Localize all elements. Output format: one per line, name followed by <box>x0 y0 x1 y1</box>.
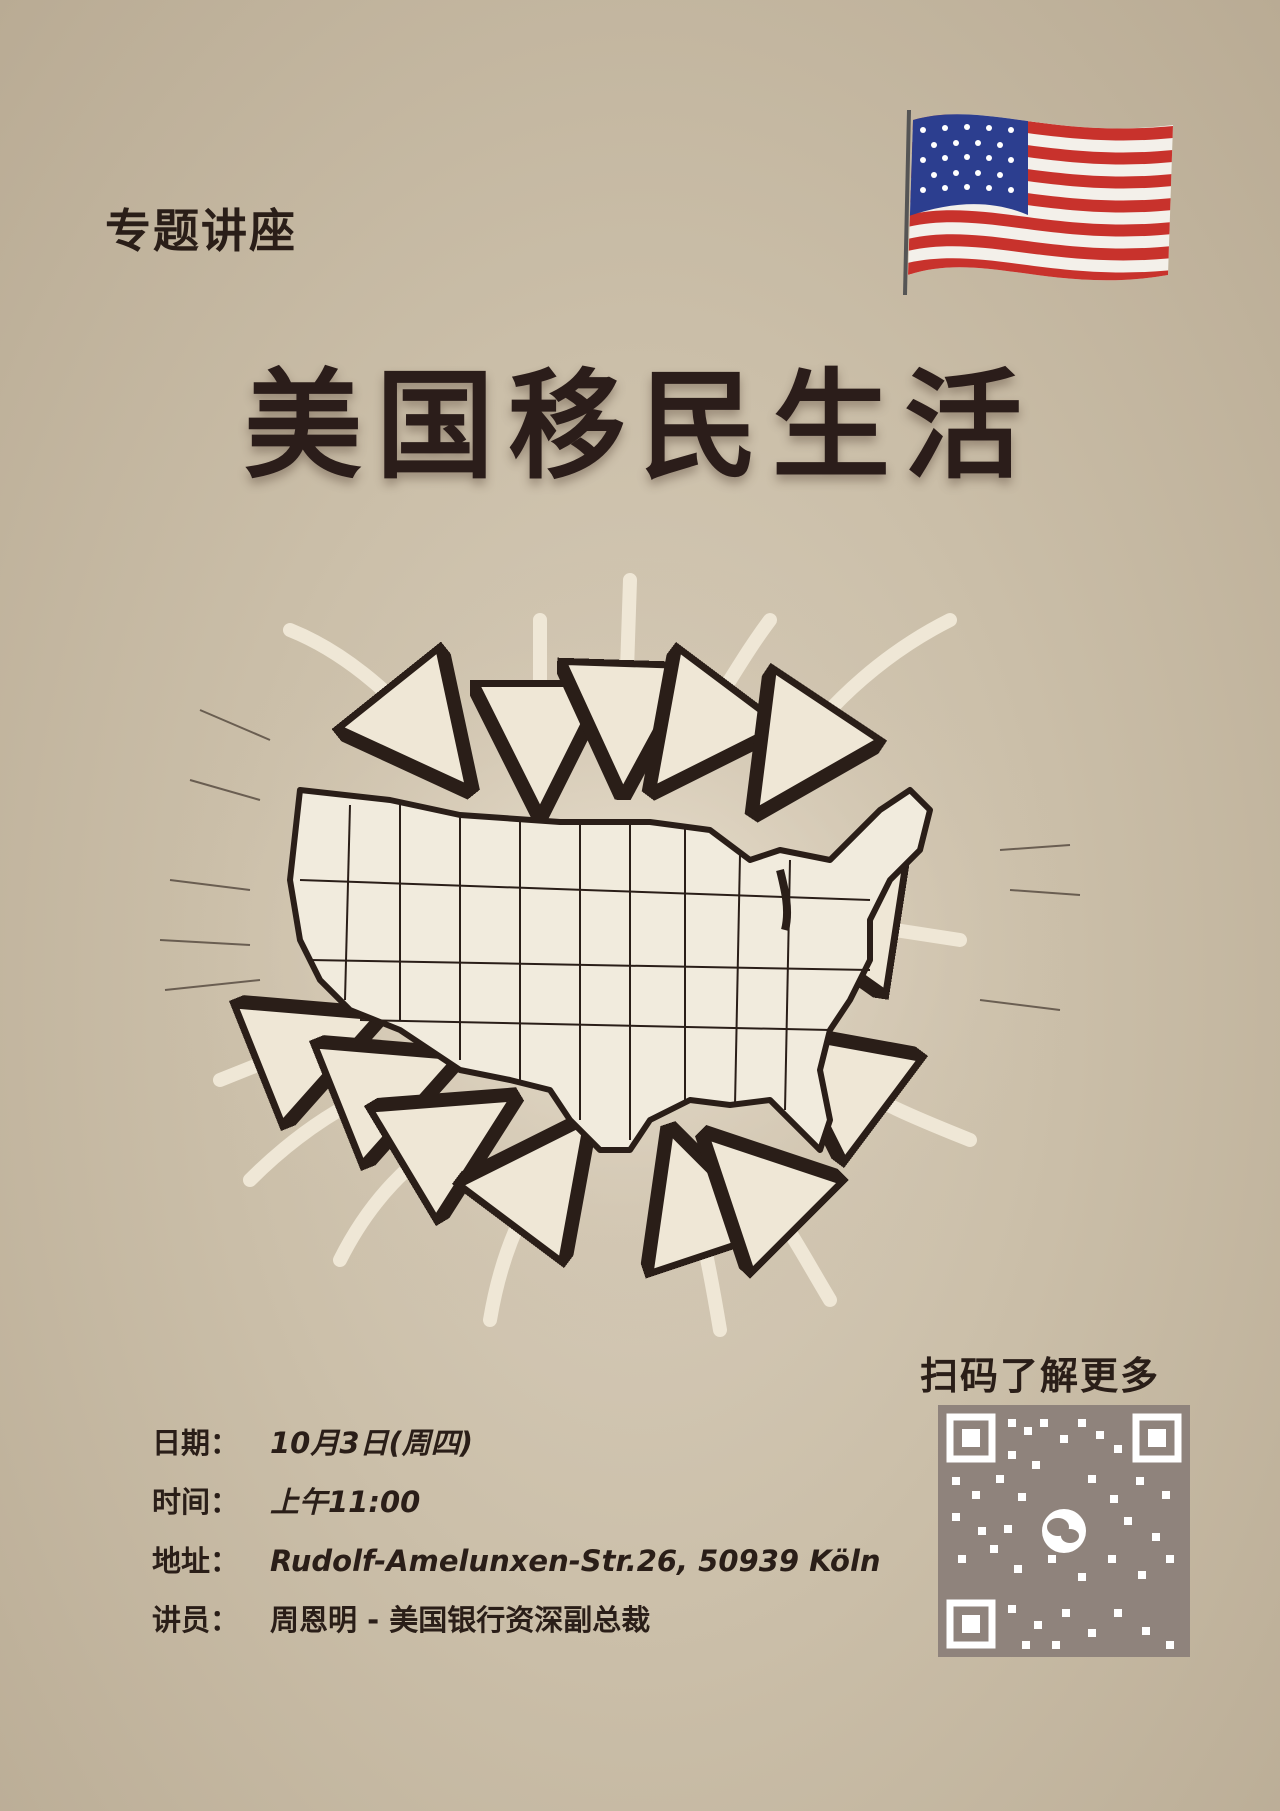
date-row: 日期： 10月3日(周四) <box>152 1420 881 1462</box>
poster-subtitle: 专题讲座 <box>105 204 297 258</box>
wechat-qr-icon <box>938 1405 1190 1657</box>
speaker-value: 周恩明 - 美国银行资深副总裁 <box>270 1603 651 1637</box>
poster-title: 美国移民生活 <box>243 357 1036 495</box>
speaker-row: 讲员： 周恩明 - 美国银行资深副总裁 <box>152 1597 881 1639</box>
us-flag-icon <box>903 109 1173 296</box>
time-value: 上午11:00 <box>270 1485 421 1519</box>
time-row: 时间： 上午11:00 <box>152 1479 881 1521</box>
time-label: 时间： <box>152 1485 240 1519</box>
qr-label: 扫码了解更多 <box>920 1354 1161 1398</box>
address-row: 地址： Rudolf-Amelunxen-Str.26, 50939 Köln <box>152 1538 881 1580</box>
address-label: 地址： <box>152 1544 240 1578</box>
event-details: 日期： 10月3日(周四) 时间： 上午11:00 地址： Rudolf-Ame… <box>152 1420 881 1656</box>
date-value: 10月3日(周四) <box>270 1426 474 1460</box>
address-value: Rudolf-Amelunxen-Str.26, 50939 Köln <box>270 1544 881 1578</box>
qr-code[interactable] <box>938 1405 1190 1657</box>
speaker-label: 讲员： <box>152 1603 240 1637</box>
us-map-with-inward-arrows-icon <box>150 560 1090 1360</box>
date-label: 日期： <box>152 1426 240 1460</box>
